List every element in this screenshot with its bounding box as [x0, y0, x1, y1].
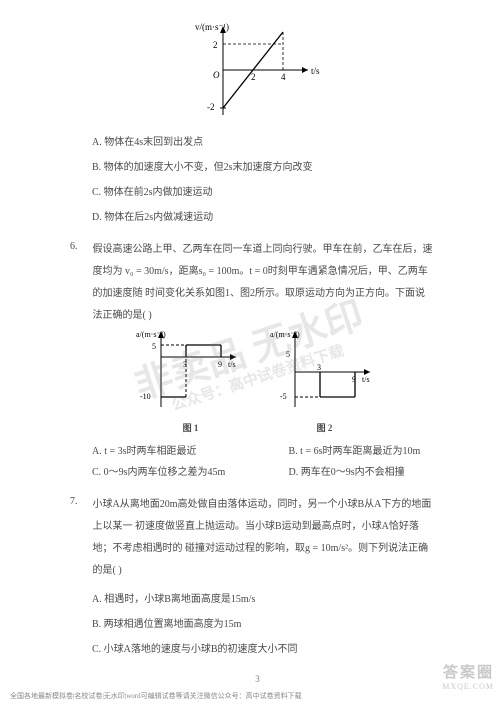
- svg-text:4: 4: [281, 72, 286, 82]
- q6-optB: B. t = 6s时两车距离最近为10m: [289, 444, 446, 459]
- svg-text:3: 3: [317, 363, 321, 372]
- svg-text:2: 2: [213, 40, 218, 50]
- q7-optA: A. 相遇时，小球B离地面高度是15m/s: [92, 592, 445, 607]
- q6-chart1: a/(m·s⁻²) t/s 5 -10 3 9 图 1: [136, 327, 246, 436]
- svg-text:a/(m·s⁻²): a/(m·s⁻²): [270, 330, 300, 339]
- q6-row2: C. 0～9s内两车位移之差为45m D. 两车在0～9s内不会相撞: [92, 465, 445, 480]
- svg-text:9: 9: [218, 360, 222, 369]
- svg-text:5: 5: [286, 350, 290, 359]
- svg-text:5: 5: [152, 342, 156, 351]
- q5-options: A. 物体在4s末回到出发点 B. 物体的加速度大小不变，但2s末加速度方向改变…: [92, 135, 445, 225]
- q5-optA: A. 物体在4s末回到出发点: [92, 135, 445, 150]
- q5-chart: v/(m·s⁻¹) t/s O 2 4 2 -2: [70, 20, 445, 125]
- chart1-title: 图 1: [136, 422, 246, 436]
- q6-optA: A. t = 3s时两车相距最近: [92, 444, 249, 459]
- footer: 全国各地最新模拟卷|名校试卷|无水印|word可编辑试卷等请关注微信公众号：高中…: [0, 691, 500, 701]
- q7-body: 小球A从离地面20m高处做自由落体运动，同时，另一个小球B从A下方的地面上以某一…: [93, 494, 433, 582]
- svg-text:3: 3: [183, 360, 187, 369]
- svg-text:-10: -10: [140, 392, 151, 401]
- svg-text:t/s: t/s: [228, 360, 236, 369]
- q7-options: A. 相遇时，小球B离地面高度是15m/s B. 两球相遇位置离地面高度为15m…: [92, 592, 445, 657]
- q6-body: 假设高速公路上甲、乙两车在同一车道上同向行驶。甲车在前，乙车在后，速度均为 v₀…: [93, 239, 433, 327]
- q5-optC: C. 物体在前2s内做加速运动: [92, 185, 445, 200]
- q7-num: 7.: [70, 494, 90, 509]
- q5-optD: D. 物体在后2s内做减速运动: [92, 210, 445, 225]
- svg-text:t/s: t/s: [362, 375, 370, 384]
- q6-charts: a/(m·s⁻²) t/s 5 -10 3 9 图 1 a/(m·s⁻²) t/…: [70, 327, 445, 436]
- chart2-title: 图 2: [270, 422, 380, 436]
- q6-optD: D. 两车在0～9s内不会相撞: [289, 465, 446, 480]
- corner-stamp: 答案圈 MXQE.COM: [442, 661, 494, 691]
- xlabel: t/s: [311, 66, 320, 76]
- q5-optB: B. 物体的加速度大小不变，但2s末加速度方向改变: [92, 160, 445, 175]
- ylabel: v/(m·s⁻¹): [195, 22, 229, 32]
- svg-text:-5: -5: [280, 392, 287, 401]
- origin: O: [213, 70, 220, 80]
- q7: 7. 小球A从离地面20m高处做自由落体运动，同时，另一个小球B从A下方的地面上…: [70, 494, 445, 582]
- svg-text:a/(m·s⁻²): a/(m·s⁻²): [136, 330, 166, 339]
- q7-optC: C. 小球A落地的速度与小球B的初速度大小不同: [92, 642, 445, 657]
- q6-chart2: a/(m·s⁻²) t/s 5 -5 3 9 图 2: [270, 327, 380, 436]
- footer-text: 全国各地最新模拟卷|名校试卷|无水印|word可编辑试卷等请关注微信公众号：高中…: [10, 691, 302, 701]
- q6-num: 6.: [70, 239, 90, 254]
- q6-row1: A. t = 3s时两车相距最近 B. t = 6s时两车距离最近为10m: [92, 444, 445, 459]
- q7-optB: B. 两球相遇位置离地面高度为15m: [92, 617, 445, 632]
- svg-text:2: 2: [251, 72, 256, 82]
- q6-optC: C. 0～9s内两车位移之差为45m: [92, 465, 249, 480]
- svg-text:9: 9: [352, 375, 356, 384]
- page-number: 3: [70, 673, 445, 687]
- svg-text:-2: -2: [207, 102, 215, 112]
- q6: 6. 假设高速公路上甲、乙两车在同一车道上同向行驶。甲车在前，乙车在后，速度均为…: [70, 239, 445, 327]
